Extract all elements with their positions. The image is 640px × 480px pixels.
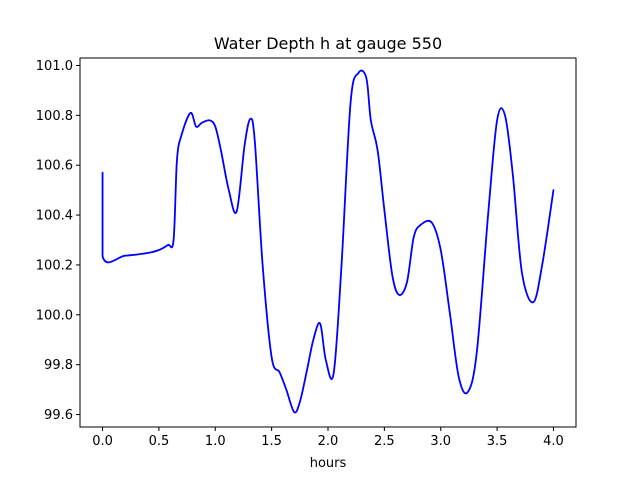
x-axis-label: hours bbox=[310, 456, 347, 471]
series-line bbox=[101, 69, 555, 414]
chart-title: Water Depth h at gauge 550 bbox=[214, 34, 442, 53]
y-tick-label: 100.4 bbox=[36, 209, 73, 224]
y-tick-label: 100.6 bbox=[36, 159, 73, 174]
y-tick-label: 99.8 bbox=[44, 358, 73, 373]
x-tick-label: 1.0 bbox=[205, 434, 226, 449]
x-tick-label: 0.0 bbox=[92, 434, 113, 449]
y-tick-label: 100.8 bbox=[36, 109, 73, 124]
x-axis: 0.0 0.5 1.0 1.5 2.0 2.5 3.0 3.5 4.0 bbox=[92, 427, 564, 449]
x-tick-label: 3.0 bbox=[430, 434, 451, 449]
x-tick-label: 3.5 bbox=[487, 434, 508, 449]
x-tick-label: 4.0 bbox=[543, 434, 564, 449]
x-tick-label: 0.5 bbox=[149, 434, 170, 449]
y-tick-label: 100.0 bbox=[36, 308, 73, 323]
y-tick-label: 100.2 bbox=[36, 258, 73, 273]
y-tick-label: 101.0 bbox=[36, 59, 73, 74]
x-tick-label: 1.5 bbox=[261, 434, 282, 449]
x-tick-label: 2.5 bbox=[374, 434, 395, 449]
x-tick-label: 2.0 bbox=[318, 434, 339, 449]
y-axis: 99.6 99.8 100.0 100.2 100.4 100.6 100.8 101.0 bbox=[36, 59, 80, 423]
y-tick-label: 99.6 bbox=[44, 408, 73, 423]
